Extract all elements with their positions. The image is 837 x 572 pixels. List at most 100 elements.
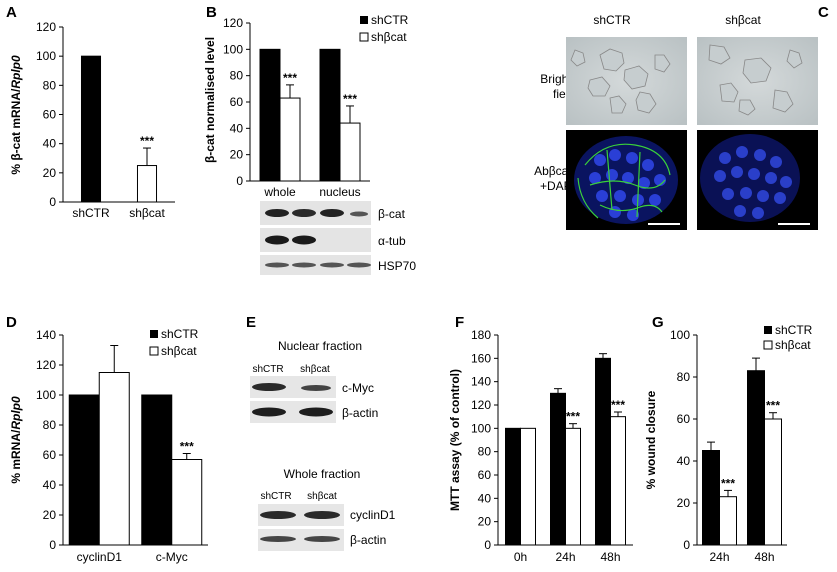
significance-label: *** (343, 92, 357, 106)
significance-label: *** (140, 134, 154, 148)
bar (68, 394, 100, 546)
bar (610, 416, 626, 546)
bar (747, 370, 765, 546)
significance-label: *** (180, 440, 194, 454)
y-tick-label: 80 (230, 69, 244, 83)
y-tick-label: 60 (677, 412, 691, 426)
y-tick-label: 40 (230, 121, 244, 135)
panel-letter-f: F (455, 314, 464, 331)
blot-label-bcat: β-cat (378, 207, 406, 221)
brightfield-cells-shbcat (708, 44, 803, 116)
blot-e: Nuclear fraction shCTR shβcat c-Myc β-ac… (250, 339, 396, 551)
y-tick-label: 120 (471, 398, 491, 412)
legend-swatch-shctr (764, 326, 772, 334)
bar (136, 165, 158, 203)
y-tick-label: 80 (43, 78, 57, 92)
band (301, 385, 331, 391)
x-tick-label: 24h (709, 550, 729, 564)
band (320, 262, 344, 268)
blot-e-lane-shbcat: shβcat (300, 364, 330, 375)
y-tick-label: 0 (484, 538, 491, 552)
significance-label: *** (766, 399, 780, 413)
legend-g: shCTR shβcat (763, 323, 813, 352)
fluorescence-cells-shbcat (700, 134, 800, 222)
legend-label-shbcat: shβcat (775, 338, 811, 352)
band (292, 235, 316, 245)
blot-e-nuclear-title: Nuclear fraction (278, 339, 362, 353)
blot-e-label-bactin: β-actin (350, 533, 386, 547)
y-tick-label: 40 (43, 478, 57, 492)
legend-d: shCTR shβcat (149, 327, 199, 358)
chart-panel-g: 0 20 40 60 80 100 % wound closure *** 24h *** 48h (644, 328, 787, 564)
band (347, 262, 371, 268)
y-tick-label: 80 (478, 445, 492, 459)
band (292, 209, 316, 217)
bar (505, 427, 521, 546)
micro-col-label-shbcat: shβcat (725, 13, 761, 27)
x-tick-label: whole (263, 185, 296, 199)
fluorescence-cells-shctr (574, 136, 678, 224)
bar (80, 55, 102, 203)
y-tick-label: 160 (471, 351, 491, 365)
legend-swatch-shctr (360, 16, 368, 24)
blot-e-label-cmyc: c-Myc (342, 381, 374, 395)
y-tick-label: 0 (49, 538, 56, 552)
band (265, 235, 289, 245)
blot-e-lane-shctr: shCTR (260, 491, 291, 502)
y-tick-label: 60 (230, 95, 244, 109)
chart-panel-d: 0 20 40 60 80 100 120 140 % mRNA/Rplp0 cyclinD1 **… (9, 328, 208, 564)
blot-label-atub: α-tub (378, 234, 406, 248)
panel-letter-d: D (6, 314, 17, 331)
legend-swatch-shbcat (763, 340, 773, 350)
y-tick-label: 100 (223, 42, 243, 56)
y-tick-label: 80 (677, 370, 691, 384)
band (292, 262, 316, 268)
bar (595, 357, 611, 546)
legend-label-shctr: shCTR (775, 323, 813, 337)
x-tick-label: 0h (514, 550, 527, 564)
band (260, 511, 296, 519)
blot-e-lane-shbcat: shβcat (307, 491, 337, 502)
y-tick-label: 20 (677, 496, 691, 510)
significance-label: *** (721, 476, 735, 490)
bar (319, 48, 341, 182)
panel-letter-a: A (6, 4, 17, 21)
blot-b: β-cat α-tub HSP70 (260, 201, 416, 275)
legend-label-shbcat: shβcat (161, 344, 197, 358)
band (252, 383, 286, 391)
y-tick-label: 120 (36, 358, 56, 372)
x-tick-label: 24h (555, 550, 575, 564)
bar (141, 394, 173, 546)
blot-e-lane-shctr: shCTR (252, 364, 283, 375)
legend-swatch-shbcat (149, 346, 159, 356)
blot-strip-cyclind1 (258, 504, 344, 526)
y-tick-label: 100 (670, 328, 690, 342)
y-axis-label: % β-cat mRNA/Rplp0 (9, 55, 23, 175)
panel-letter-e: E (246, 314, 256, 331)
significance-label: *** (566, 410, 580, 424)
micro-col-label-shctr: shCTR (593, 13, 631, 27)
bar (339, 122, 361, 182)
x-tick-label: cyclinD1 (77, 550, 123, 564)
significance-label: *** (611, 398, 625, 412)
panel-letter-c: C (818, 4, 829, 21)
y-tick-label: 20 (43, 508, 57, 522)
bar (702, 450, 720, 546)
x-tick-label: 48h (754, 550, 774, 564)
y-axis-label: % mRNA/Rplp0 (9, 396, 23, 484)
y-tick-label: 60 (43, 108, 57, 122)
y-tick-label: 120 (223, 16, 243, 30)
y-tick-label: 100 (36, 388, 56, 402)
bar (764, 418, 782, 546)
blot-strip-cmyc (250, 376, 336, 398)
band (304, 511, 340, 519)
y-tick-label: 180 (471, 328, 491, 342)
bar (259, 48, 281, 182)
legend-b: shCTR shβcat (359, 13, 409, 44)
y-tick-label: 80 (43, 418, 57, 432)
band (265, 209, 289, 217)
significance-label: *** (283, 71, 297, 85)
blot-e-label-bactin: β-actin (342, 406, 378, 420)
y-tick-label: 60 (478, 468, 492, 482)
